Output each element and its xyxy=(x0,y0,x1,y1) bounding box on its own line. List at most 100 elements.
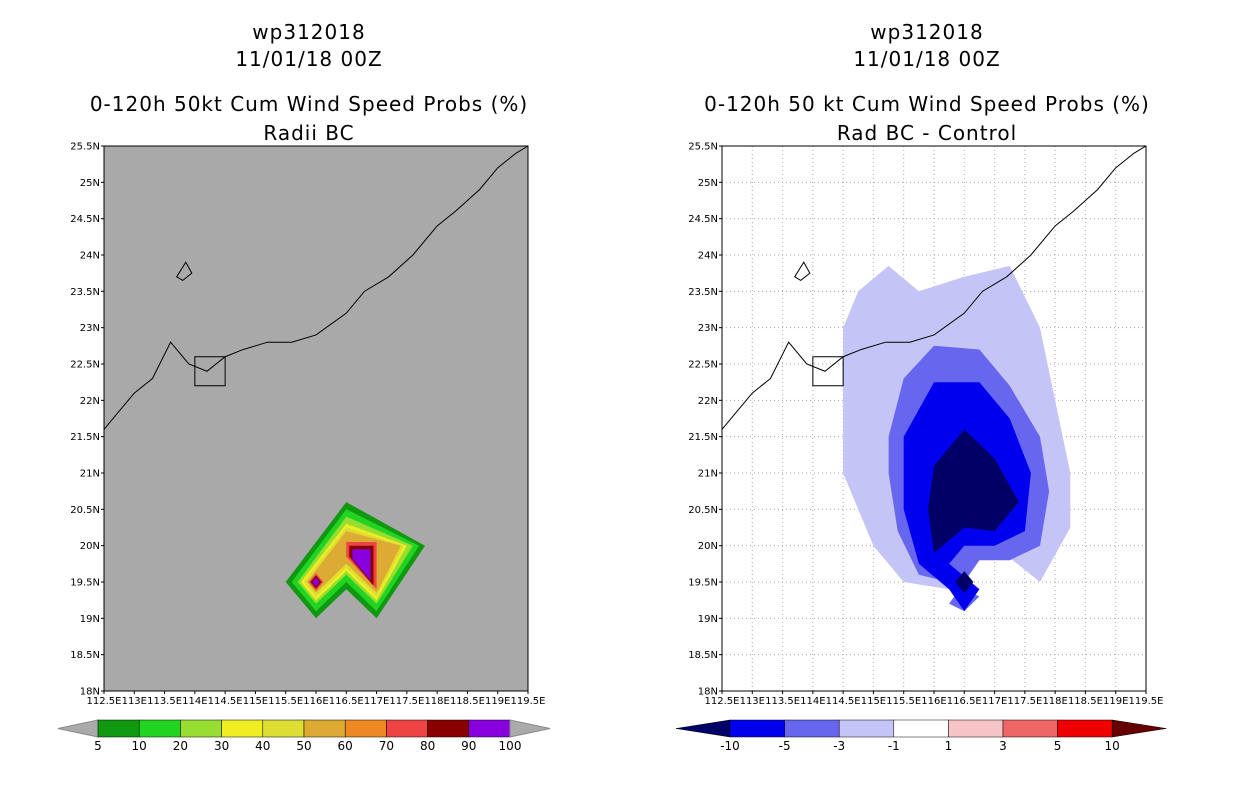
y-tick-label: 25N xyxy=(698,178,718,189)
contour-level-100 xyxy=(352,549,371,581)
x-tick-label: 115E xyxy=(243,696,268,707)
x-tick-label: 119.5E xyxy=(511,696,546,707)
x-tick-label: 117E xyxy=(982,696,1007,707)
chart-subtitle: Radii BC xyxy=(263,121,355,145)
x-tick-label: 115.5E xyxy=(268,696,303,707)
x-tick-label: 112.5E xyxy=(87,696,122,707)
colorbar-label: -5 xyxy=(779,739,791,753)
colorbar-box xyxy=(386,719,428,738)
x-tick-label: 118E xyxy=(1042,696,1067,707)
y-tick-label: 23.5N xyxy=(688,287,718,298)
colorbar-label: 3 xyxy=(999,739,1007,753)
contour-level--10 xyxy=(927,429,1019,553)
y-tick-label: 20.5N xyxy=(70,505,100,516)
colorbar-box xyxy=(784,719,840,738)
y-tick-label: 23.5N xyxy=(70,287,100,298)
y-tick-label: 24.5N xyxy=(70,214,100,225)
x-tick-label: 117.5E xyxy=(389,696,424,707)
storm-id-title: wp312018 xyxy=(870,20,984,44)
colorbar-box xyxy=(1057,719,1113,738)
colorbar-label: 5 xyxy=(1054,739,1062,753)
y-tick-label: 20.5N xyxy=(688,505,718,516)
y-tick-label: 18.5N xyxy=(688,650,718,661)
x-tick-label: 118.5E xyxy=(450,696,485,707)
y-tick-label: 22.5N xyxy=(70,360,100,371)
y-tick-label: 25N xyxy=(80,178,100,189)
colorbar-label: 70 xyxy=(379,739,394,753)
y-tick-label: 19.5N xyxy=(688,578,718,589)
coastal-box xyxy=(812,356,844,387)
x-tick-label: 117.5E xyxy=(1007,696,1042,707)
coastline xyxy=(721,145,1147,430)
colorbar-label: 90 xyxy=(461,739,476,753)
colorbar-label: 100 xyxy=(499,739,522,753)
x-tick-label: 118.5E xyxy=(1068,696,1103,707)
x-tick-label: 116.5E xyxy=(947,696,982,707)
y-tick-label: 19N xyxy=(698,614,718,625)
x-tick-label: 113E xyxy=(122,696,147,707)
colorbar-label: 20 xyxy=(173,739,188,753)
colorbar-box xyxy=(1002,719,1058,738)
y-tick-label: 22N xyxy=(80,396,100,407)
y-tick-label: 18N xyxy=(80,687,100,698)
contour-level-100 xyxy=(312,577,320,587)
colorbar-box xyxy=(303,719,346,738)
y-tick-label: 18N xyxy=(698,687,718,698)
chart-title: 0-120h 50 kt Cum Wind Speed Probs (%) xyxy=(704,92,1150,116)
x-tick-label: 113.5E xyxy=(765,696,800,707)
x-tick-label: 114E xyxy=(182,696,207,707)
chart-subtitle: Rad BC - Control xyxy=(836,121,1018,145)
date-title: 11/01/18 00Z xyxy=(235,47,383,71)
y-tick-label: 20N xyxy=(698,541,718,552)
x-tick-label: 113E xyxy=(740,696,765,707)
colorbar-label: 10 xyxy=(132,739,147,753)
y-tick-label: 21.5N xyxy=(688,432,718,443)
x-tick-label: 119.5E xyxy=(1129,696,1164,707)
y-tick-label: 21.5N xyxy=(70,432,100,443)
colorbar-box xyxy=(97,719,140,738)
colorbar-label: 1 xyxy=(945,739,953,753)
colorbar-box xyxy=(344,719,387,738)
x-tick-label: 119E xyxy=(485,696,510,707)
storm-id-title: wp312018 xyxy=(252,20,366,44)
y-tick-label: 20N xyxy=(80,541,100,552)
colorbar-box xyxy=(138,719,181,738)
colorbar-box xyxy=(262,719,305,738)
y-tick-label: 24N xyxy=(80,251,100,262)
date-title: 11/01/18 00Z xyxy=(853,47,1001,71)
colorbar-over-arrow xyxy=(509,719,551,738)
x-tick-label: 119E xyxy=(1103,696,1128,707)
y-tick-label: 21N xyxy=(698,469,718,480)
y-tick-label: 24N xyxy=(698,251,718,262)
colorbar-label: 30 xyxy=(214,739,229,753)
x-tick-label: 116E xyxy=(303,696,328,707)
x-tick-label: 114E xyxy=(800,696,825,707)
y-tick-label: 19N xyxy=(80,614,100,625)
colorbar-over-arrow xyxy=(1111,719,1167,738)
x-tick-label: 117E xyxy=(364,696,389,707)
colorbar-label: 40 xyxy=(255,739,270,753)
colorbar-box xyxy=(180,719,222,738)
probability-map: 18N 18.5N 19N 19.5N 20N 20.5N 21N 21.5N 22N 22.5N… xyxy=(57,142,551,753)
y-tick-label: 21N xyxy=(80,469,100,480)
colorbar-box xyxy=(427,719,470,738)
colorbar-label: 10 xyxy=(1105,739,1120,753)
y-tick-label: 18.5N xyxy=(70,650,100,661)
colorbar-box xyxy=(729,719,785,738)
y-tick-label: 25.5N xyxy=(70,142,100,153)
colorbar-label: -10 xyxy=(720,739,740,753)
y-tick-label: 22.5N xyxy=(688,360,718,371)
x-tick-label: 115E xyxy=(861,696,886,707)
colorbar-label: -3 xyxy=(833,739,845,753)
colorbar-under-arrow xyxy=(675,719,731,738)
colorbar-label: 80 xyxy=(420,739,435,753)
difference-map: 18N 18.5N 19N 19.5N 20N 20.5N 21N 21.5N 22N 22.5N… xyxy=(675,142,1167,753)
island-outline xyxy=(175,261,193,282)
x-tick-label: 113.5E xyxy=(147,696,182,707)
y-tick-label: 23N xyxy=(698,323,718,334)
y-tick-label: 25.5N xyxy=(688,142,718,153)
x-tick-label: 114.5E xyxy=(208,696,243,707)
colorbar-label: 50 xyxy=(296,739,311,753)
chart-title: 0-120h 50kt Cum Wind Speed Probs (%) xyxy=(89,92,529,116)
x-tick-label: 116.5E xyxy=(329,696,364,707)
